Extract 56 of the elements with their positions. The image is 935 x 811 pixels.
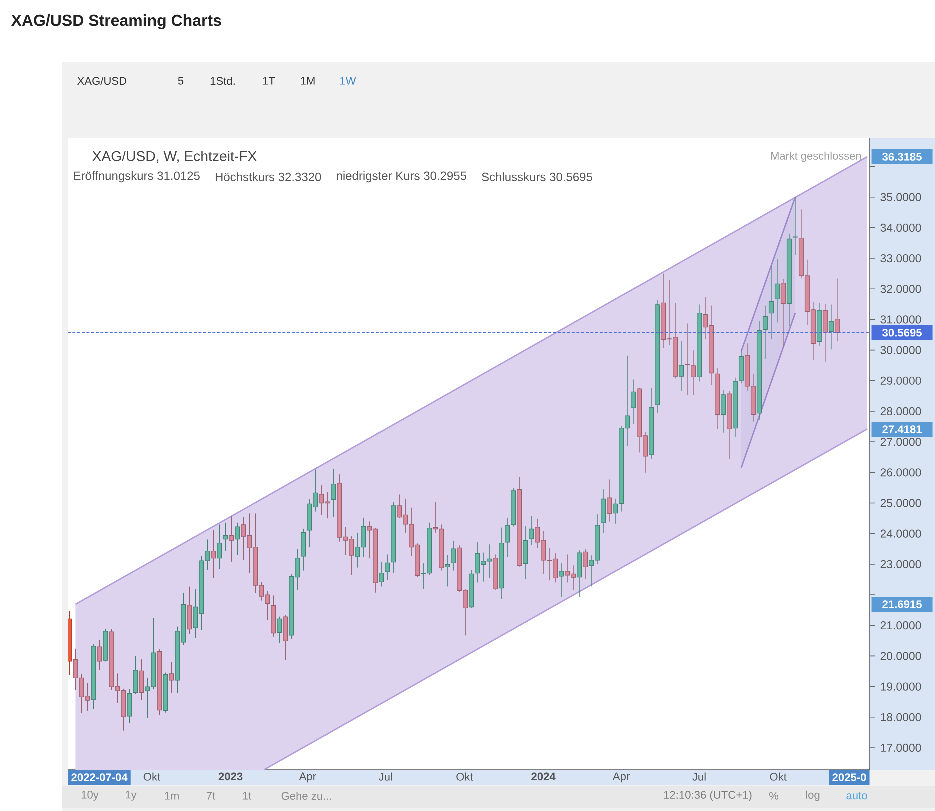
x-tick-label: Apr bbox=[299, 772, 316, 783]
text: Gehe zu... bbox=[282, 792, 332, 800]
text: 10y bbox=[82, 791, 99, 802]
x-tick-label: Jul bbox=[692, 772, 706, 781]
text: 1t bbox=[243, 792, 252, 800]
y-tick-label: 33.0000 bbox=[880, 254, 922, 263]
y-tick-label: 19.0000 bbox=[881, 682, 922, 691]
y-tick-label: 25.0000 bbox=[880, 499, 922, 508]
ref-line-label: 30.5695 bbox=[882, 328, 922, 337]
chart-title: XAG/USD Streaming Charts bbox=[11, 14, 222, 30]
text: 2025-0 bbox=[832, 774, 866, 782]
text: XAG/USD bbox=[78, 76, 127, 86]
x-tick-label: Okt bbox=[456, 772, 474, 781]
text: 1M bbox=[301, 77, 315, 85]
text: 5 bbox=[178, 77, 184, 85]
y-tick-label: 20.0000 bbox=[880, 652, 922, 660]
annotation: Schlusskurs 30.5695 bbox=[482, 172, 592, 182]
x-tick-label: Apr bbox=[612, 772, 630, 783]
y-tick-label: 29.0000 bbox=[880, 376, 922, 385]
y-tick-label: 18.0000 bbox=[881, 713, 922, 722]
y-tick-label: 21.0000 bbox=[880, 622, 922, 630]
x-tick-label: 2024 bbox=[532, 772, 556, 781]
y-tick-label: 28.0000 bbox=[880, 407, 922, 416]
x-tick-label: 2023 bbox=[218, 772, 243, 781]
text: 1W bbox=[340, 77, 356, 85]
text: 1Std. bbox=[210, 76, 235, 86]
text: 1y bbox=[126, 791, 137, 801]
text: auto bbox=[846, 792, 868, 800]
annotation: Eröffnungskurs 31.0125 bbox=[74, 171, 200, 183]
y-tick-label: 31.0000 bbox=[880, 316, 922, 324]
text: log bbox=[806, 790, 820, 802]
text: 2022-07-04 bbox=[72, 774, 128, 782]
text: 1m bbox=[165, 792, 179, 800]
x-tick-label: Okt bbox=[770, 772, 787, 781]
y-tick-label: 34.0000 bbox=[880, 224, 922, 232]
y-tick-label: 24.0000 bbox=[880, 530, 922, 538]
x-tick-label: Okt bbox=[144, 772, 160, 781]
text: 27.4181 bbox=[882, 426, 922, 434]
y-tick-label: 32.0000 bbox=[880, 285, 922, 294]
text: 21.6915 bbox=[882, 600, 922, 608]
y-tick-label: 23.0000 bbox=[880, 560, 922, 568]
text: 36.3185 bbox=[882, 153, 922, 161]
annotation: niedrigster Kurs 30.2955 bbox=[337, 171, 466, 183]
y-tick-label: 17.0000 bbox=[881, 744, 922, 752]
text: XAG/USD, W, Echtzeit-FX bbox=[92, 150, 257, 164]
text: % bbox=[769, 792, 779, 800]
x-tick-label: Jul bbox=[378, 772, 392, 781]
text: 1T bbox=[263, 77, 276, 85]
y-tick-label: 27.0000 bbox=[880, 438, 922, 446]
y-tick-label: 35.0000 bbox=[880, 193, 922, 202]
annotation: Markt geschlossen bbox=[771, 152, 862, 162]
text: 12:10:36 (UTC+1) bbox=[664, 790, 752, 802]
annotation: Höchstkurs 32.3320 bbox=[216, 172, 322, 182]
text: 7t bbox=[206, 792, 216, 800]
y-tick-label: 26.0000 bbox=[880, 468, 922, 477]
y-tick-label: 30.0000 bbox=[880, 346, 922, 354]
